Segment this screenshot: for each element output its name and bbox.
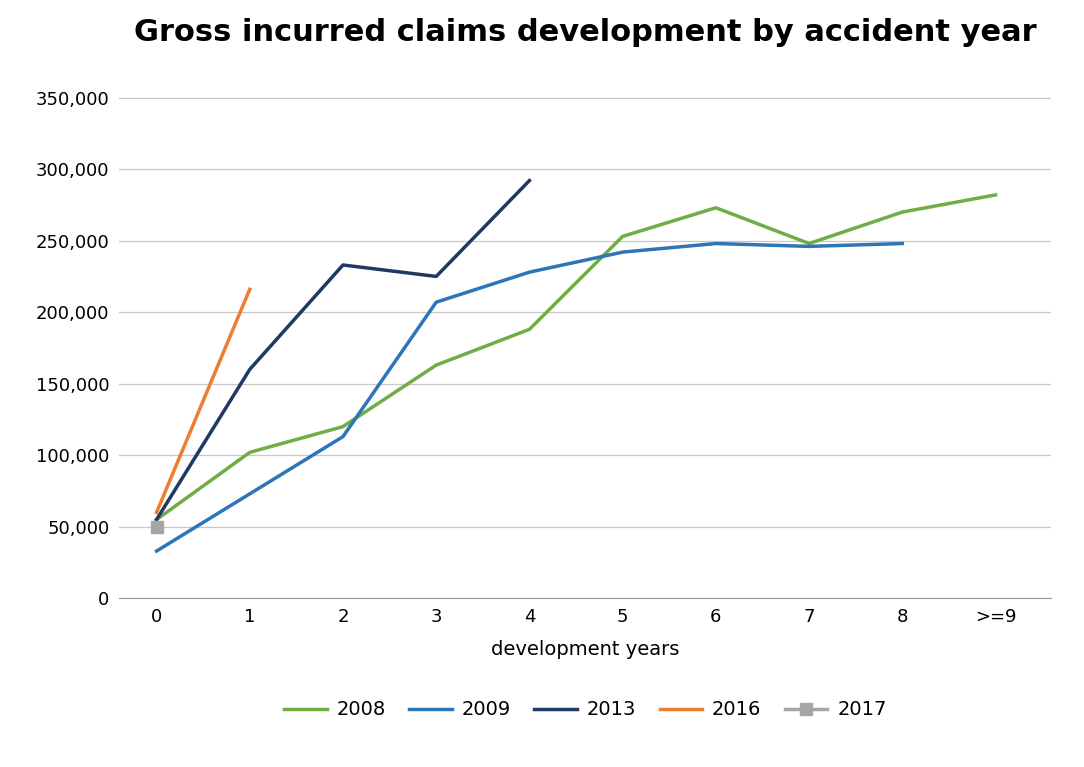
X-axis label: development years: development years	[491, 640, 680, 659]
Line: 2013: 2013	[156, 180, 529, 519]
Legend: 2008, 2009, 2013, 2016, 2017: 2008, 2009, 2013, 2016, 2017	[276, 693, 894, 727]
2009	[150, 546, 163, 555]
2013	[150, 515, 163, 524]
2008	[336, 422, 349, 431]
2008	[895, 207, 908, 216]
2008	[150, 515, 163, 524]
2009	[429, 298, 442, 307]
2008	[243, 448, 256, 457]
2009	[616, 248, 629, 257]
2013	[522, 176, 535, 185]
2008	[522, 324, 535, 334]
2008	[429, 360, 442, 370]
Line: 2008: 2008	[156, 195, 995, 519]
2008	[802, 239, 815, 249]
Title: Gross incurred claims development by accident year: Gross incurred claims development by acc…	[134, 18, 1036, 48]
2009	[802, 242, 815, 251]
Line: 2016: 2016	[156, 289, 249, 512]
2009	[895, 239, 908, 249]
2008	[709, 203, 722, 212]
2013	[336, 260, 349, 269]
2009	[336, 432, 349, 441]
2008	[989, 190, 1002, 199]
2009	[709, 239, 722, 249]
Line: 2009: 2009	[156, 244, 902, 551]
2009	[522, 268, 535, 277]
2009	[243, 489, 256, 499]
2016	[243, 285, 256, 294]
2013	[243, 365, 256, 374]
2008	[616, 232, 629, 241]
2013	[429, 272, 442, 281]
2016	[150, 508, 163, 517]
